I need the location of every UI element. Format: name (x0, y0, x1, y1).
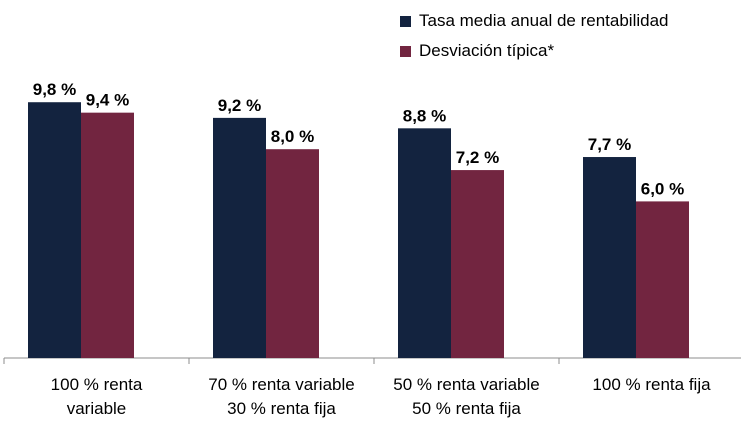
bar-desviacion (451, 170, 504, 358)
data-label: 7,7 % (588, 135, 631, 154)
legend-label-desviacion: Desviación típica* (419, 41, 555, 60)
category-label: 30 % renta fija (227, 399, 336, 418)
legend: Tasa media anual de rentabilidad Desviac… (400, 6, 669, 66)
bar-rentabilidad (583, 157, 636, 358)
bar-desviacion (266, 149, 319, 358)
category-label: 50 % renta variable (393, 375, 539, 394)
data-label: 9,4 % (86, 91, 129, 110)
category-label: 70 % renta variable (208, 375, 354, 394)
bar-rentabilidad (398, 128, 451, 358)
category-label: 100 % renta (51, 375, 143, 394)
data-label: 9,2 % (218, 96, 261, 115)
legend-item-desviacion: Desviación típica* (400, 36, 669, 66)
data-label: 8,0 % (271, 127, 314, 146)
bar-desviacion (636, 201, 689, 358)
data-label: 6,0 % (641, 179, 684, 198)
legend-swatch-rentabilidad (400, 15, 411, 27)
category-label: 100 % renta fija (592, 375, 711, 394)
legend-swatch-desviacion (400, 45, 411, 57)
data-label: 8,8 % (403, 106, 446, 125)
data-label: 9,8 % (33, 80, 76, 99)
category-label: 50 % renta fija (412, 399, 521, 418)
legend-label-rentabilidad: Tasa media anual de rentabilidad (419, 11, 669, 30)
data-label: 7,2 % (456, 148, 499, 167)
bar-rentabilidad (213, 117, 266, 358)
category-label: variable (67, 399, 127, 418)
bar-rentabilidad (28, 102, 81, 358)
bar-desviacion (81, 112, 134, 358)
legend-item-rentabilidad: Tasa media anual de rentabilidad (400, 6, 669, 36)
